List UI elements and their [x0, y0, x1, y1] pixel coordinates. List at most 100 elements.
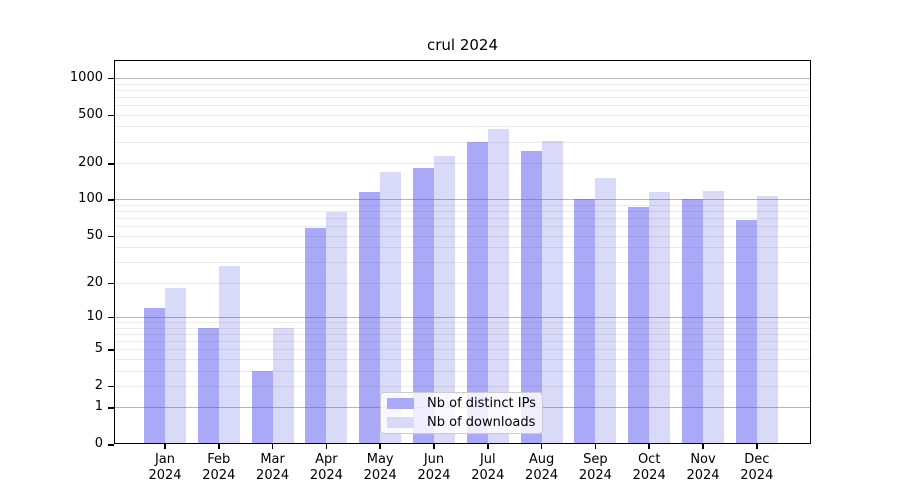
bar-distinct-ips-jun: [413, 167, 434, 444]
x-tick-aug: [540, 444, 543, 449]
gridline-minor-900: [114, 83, 811, 85]
legend-item-downloads: Nb of downloads: [387, 415, 536, 430]
gridline-minor-70: [114, 218, 811, 220]
bar-downloads-jan: [165, 287, 186, 444]
y-tick-label-100: 100: [78, 191, 103, 207]
x-tick-mar: [271, 444, 274, 449]
legend-label-downloads: Nb of downloads: [427, 415, 536, 430]
gridline-minor-50: [114, 235, 811, 237]
gridline-minor-200: [114, 163, 811, 164]
bar-distinct-ips-may: [359, 192, 381, 444]
x-tick-label-oct: Oct 2024: [632, 452, 666, 483]
x-tick-jun: [433, 444, 435, 449]
y-tick-5: [108, 349, 114, 351]
bar-downloads-dec: [756, 196, 778, 444]
y-tick-label-20: 20: [86, 274, 103, 290]
x-tick-feb: [218, 444, 220, 449]
bar-distinct-ips-oct: [628, 206, 650, 444]
x-tick-nov: [702, 444, 704, 449]
x-tick-label-may: May 2024: [363, 452, 397, 483]
chart-title: crul 2024: [426, 36, 499, 54]
gridline-minor-6: [114, 340, 811, 342]
bar-distinct-ips-dec: [735, 219, 757, 444]
gridline-major-10: [114, 316, 811, 318]
x-tick-label-dec: Dec 2024: [740, 452, 774, 483]
y-tick-label-2: 2: [94, 377, 103, 393]
legend-label-distinct-ips: Nb of distinct IPs: [427, 396, 536, 411]
gridline-minor-40: [114, 247, 811, 249]
gridline-minor-300: [114, 141, 811, 143]
gridline-minor-800: [114, 89, 811, 91]
bar-downloads-mar: [272, 327, 294, 444]
x-tick-label-sep: Sep 2024: [578, 452, 612, 483]
y-tick-200: [108, 163, 114, 165]
x-tick-label-feb: Feb 2024: [202, 452, 236, 483]
bar-downloads-oct: [649, 191, 671, 444]
y-tick-label-0: 0: [94, 436, 103, 451]
bar-distinct-ips-nov: [682, 199, 703, 444]
bar-distinct-ips-jul: [466, 141, 488, 444]
y-tick-label-50: 50: [86, 227, 103, 243]
bar-distinct-ips-sep: [574, 198, 596, 444]
bar-downloads-sep: [595, 178, 617, 444]
bar-distinct-ips-mar: [251, 370, 273, 444]
y-tick-100: [108, 199, 114, 201]
bar-downloads-jun: [434, 156, 455, 444]
bar-distinct-ips-feb: [197, 327, 219, 444]
gridline-major-1000: [114, 77, 811, 79]
plot-area: [114, 60, 811, 444]
y-tick-label-10: 10: [86, 308, 103, 324]
x-tick-dec: [756, 444, 758, 449]
gridline-minor-90: [114, 204, 811, 206]
gridline-minor-400: [114, 126, 811, 128]
y-tick-10: [108, 316, 114, 319]
gridline-minor-7: [114, 333, 811, 335]
bar-downloads-nov: [703, 191, 724, 444]
y-tick-500: [108, 114, 114, 117]
y-tick-20: [108, 282, 114, 285]
y-tick-0: [108, 444, 114, 446]
y-tick-label-1: 1: [94, 399, 103, 415]
gridline-minor-80: [114, 211, 811, 213]
gridline-minor-600: [114, 104, 811, 106]
y-tick-label-200: 200: [78, 155, 103, 170]
y-tick-2: [108, 385, 114, 388]
gridline-minor-9: [114, 322, 811, 323]
gridline-minor-8: [114, 327, 811, 329]
gridline-minor-30: [114, 262, 811, 264]
bar-distinct-ips-aug: [520, 151, 542, 444]
x-tick-may: [379, 444, 381, 449]
y-tick-50: [108, 235, 114, 238]
bar-distinct-ips-apr: [305, 227, 327, 444]
legend-swatch-distinct-ips: [387, 398, 414, 409]
x-tick-label-jun: Jun 2024: [417, 452, 451, 483]
x-tick-label-jan: Jan 2024: [148, 452, 182, 483]
x-tick-label-mar: Mar 2024: [256, 452, 290, 483]
x-tick-jan: [164, 444, 166, 449]
bar-downloads-jul: [487, 129, 509, 444]
legend-swatch-downloads: [387, 417, 414, 428]
y-tick-1: [108, 407, 114, 409]
gridline-minor-20: [114, 282, 811, 284]
bar-downloads-may: [380, 171, 402, 444]
bar-downloads-apr: [326, 212, 348, 444]
bar-downloads-feb: [218, 265, 240, 444]
gridline-minor-3: [114, 370, 811, 372]
gridline-minor-500: [114, 114, 811, 116]
y-tick-1000: [108, 77, 114, 80]
gridline-minor-5: [114, 349, 811, 351]
x-tick-sep: [594, 444, 597, 449]
x-tick-label-nov: Nov 2024: [686, 452, 720, 483]
gridline-minor-700: [114, 96, 811, 98]
gridline-minor-60: [114, 226, 811, 228]
x-tick-oct: [648, 444, 650, 449]
bar-downloads-aug: [541, 140, 563, 444]
y-tick-label-5: 5: [94, 341, 103, 357]
legend: Nb of distinct IPs Nb of downloads: [380, 392, 543, 434]
gridline-minor-2: [114, 385, 811, 387]
x-tick-jul: [487, 444, 489, 449]
gridline-major-100: [114, 199, 811, 201]
y-tick-label-500: 500: [78, 106, 103, 122]
x-tick-apr: [325, 444, 328, 449]
